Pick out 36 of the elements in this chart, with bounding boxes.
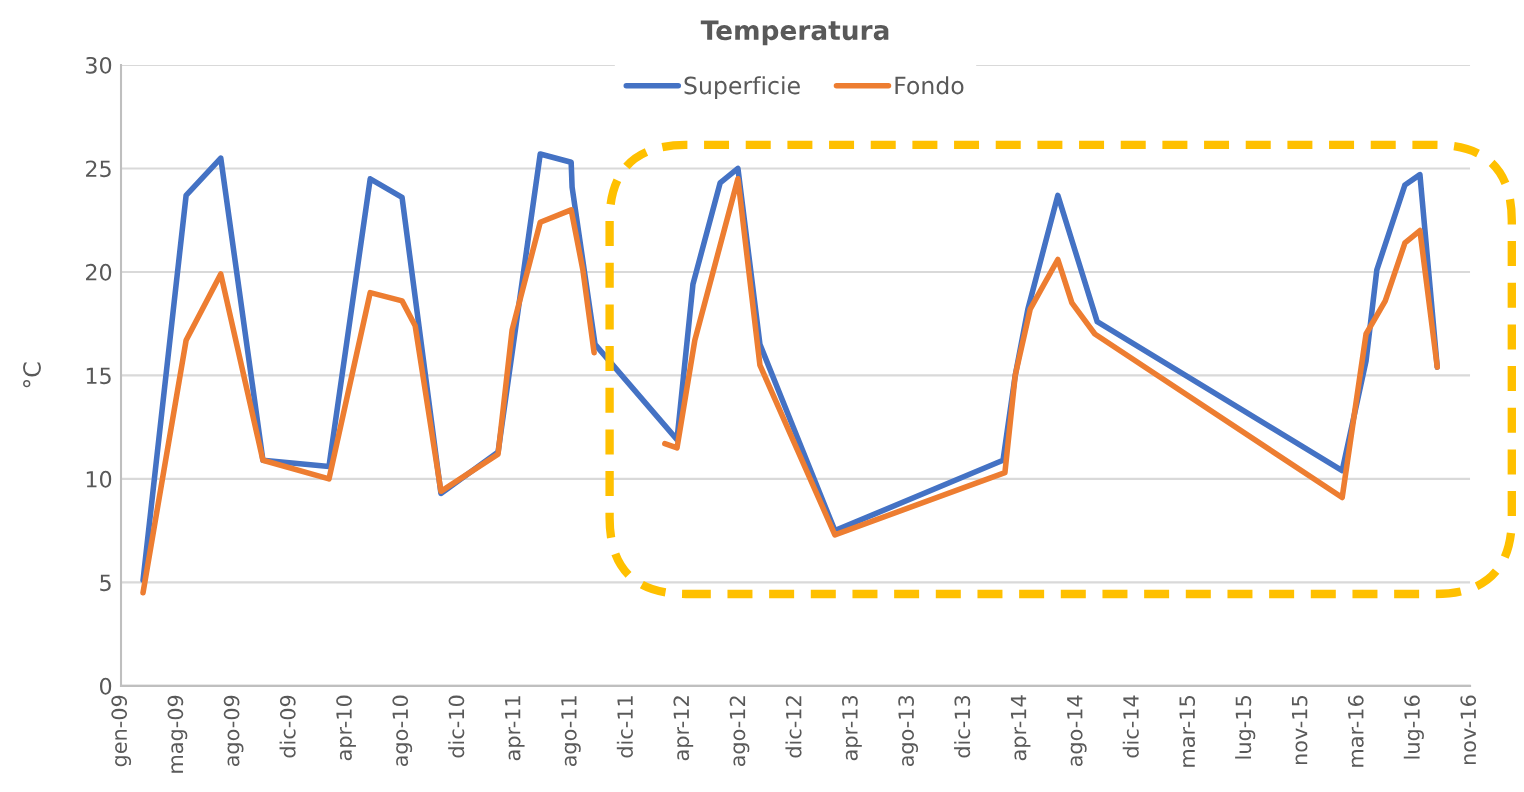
x-tick-label: dic-10 bbox=[448, 695, 465, 758]
x-tick-label: gen-09 bbox=[111, 695, 132, 767]
x-tick-label: dic-14 bbox=[1122, 695, 1139, 758]
y-tick-label: 0 bbox=[100, 677, 112, 695]
x-tick-label: ago-13 bbox=[898, 695, 919, 767]
y-tick-label: 30 bbox=[86, 56, 112, 74]
x-tick-label: dic-11 bbox=[616, 696, 633, 758]
x-tick-label: dic-13 bbox=[954, 695, 971, 758]
x-tick-label: dic-12 bbox=[785, 696, 802, 758]
x-tick-label: apr-12 bbox=[673, 696, 694, 761]
x-tick-label: ago-09 bbox=[223, 695, 244, 767]
x-tick-label: apr-14 bbox=[1010, 695, 1031, 761]
x-tick-label: lug-15 bbox=[1235, 696, 1256, 759]
x-tick-label: dic-09 bbox=[279, 695, 296, 758]
y-tick-label: 5 bbox=[100, 574, 111, 592]
x-tick-label: ago-12 bbox=[729, 696, 750, 767]
x-tick-label: mar-15 bbox=[1179, 696, 1196, 767]
y-tick-label: 20 bbox=[86, 263, 112, 281]
y-tick-label: 15 bbox=[86, 367, 111, 385]
y-tick-label: 10 bbox=[86, 470, 112, 488]
chart-title: Temperatura bbox=[700, 20, 889, 46]
y-tick-label: 25 bbox=[86, 160, 111, 178]
x-tick-label: nov-15 bbox=[1291, 696, 1308, 765]
x-tick-label: apr-13 bbox=[842, 695, 862, 761]
legend-label: Fondo bbox=[895, 76, 964, 95]
x-tick-label: mar-16 bbox=[1347, 695, 1364, 767]
x-tick-label: ago-10 bbox=[392, 695, 413, 767]
x-tick-label: ago-14 bbox=[1067, 695, 1087, 767]
x-tick-label: lug-16 bbox=[1403, 695, 1424, 759]
y-axis-title: °C bbox=[23, 362, 41, 388]
x-tick-label: mag-09 bbox=[167, 695, 188, 773]
x-tick-label: nov-16 bbox=[1460, 695, 1477, 765]
x-tick-label: ago-11 bbox=[561, 696, 581, 767]
x-tick-label: apr-10 bbox=[336, 695, 356, 761]
legend-label: Superficie bbox=[684, 76, 800, 99]
x-tick-label: apr-11 bbox=[505, 696, 525, 761]
